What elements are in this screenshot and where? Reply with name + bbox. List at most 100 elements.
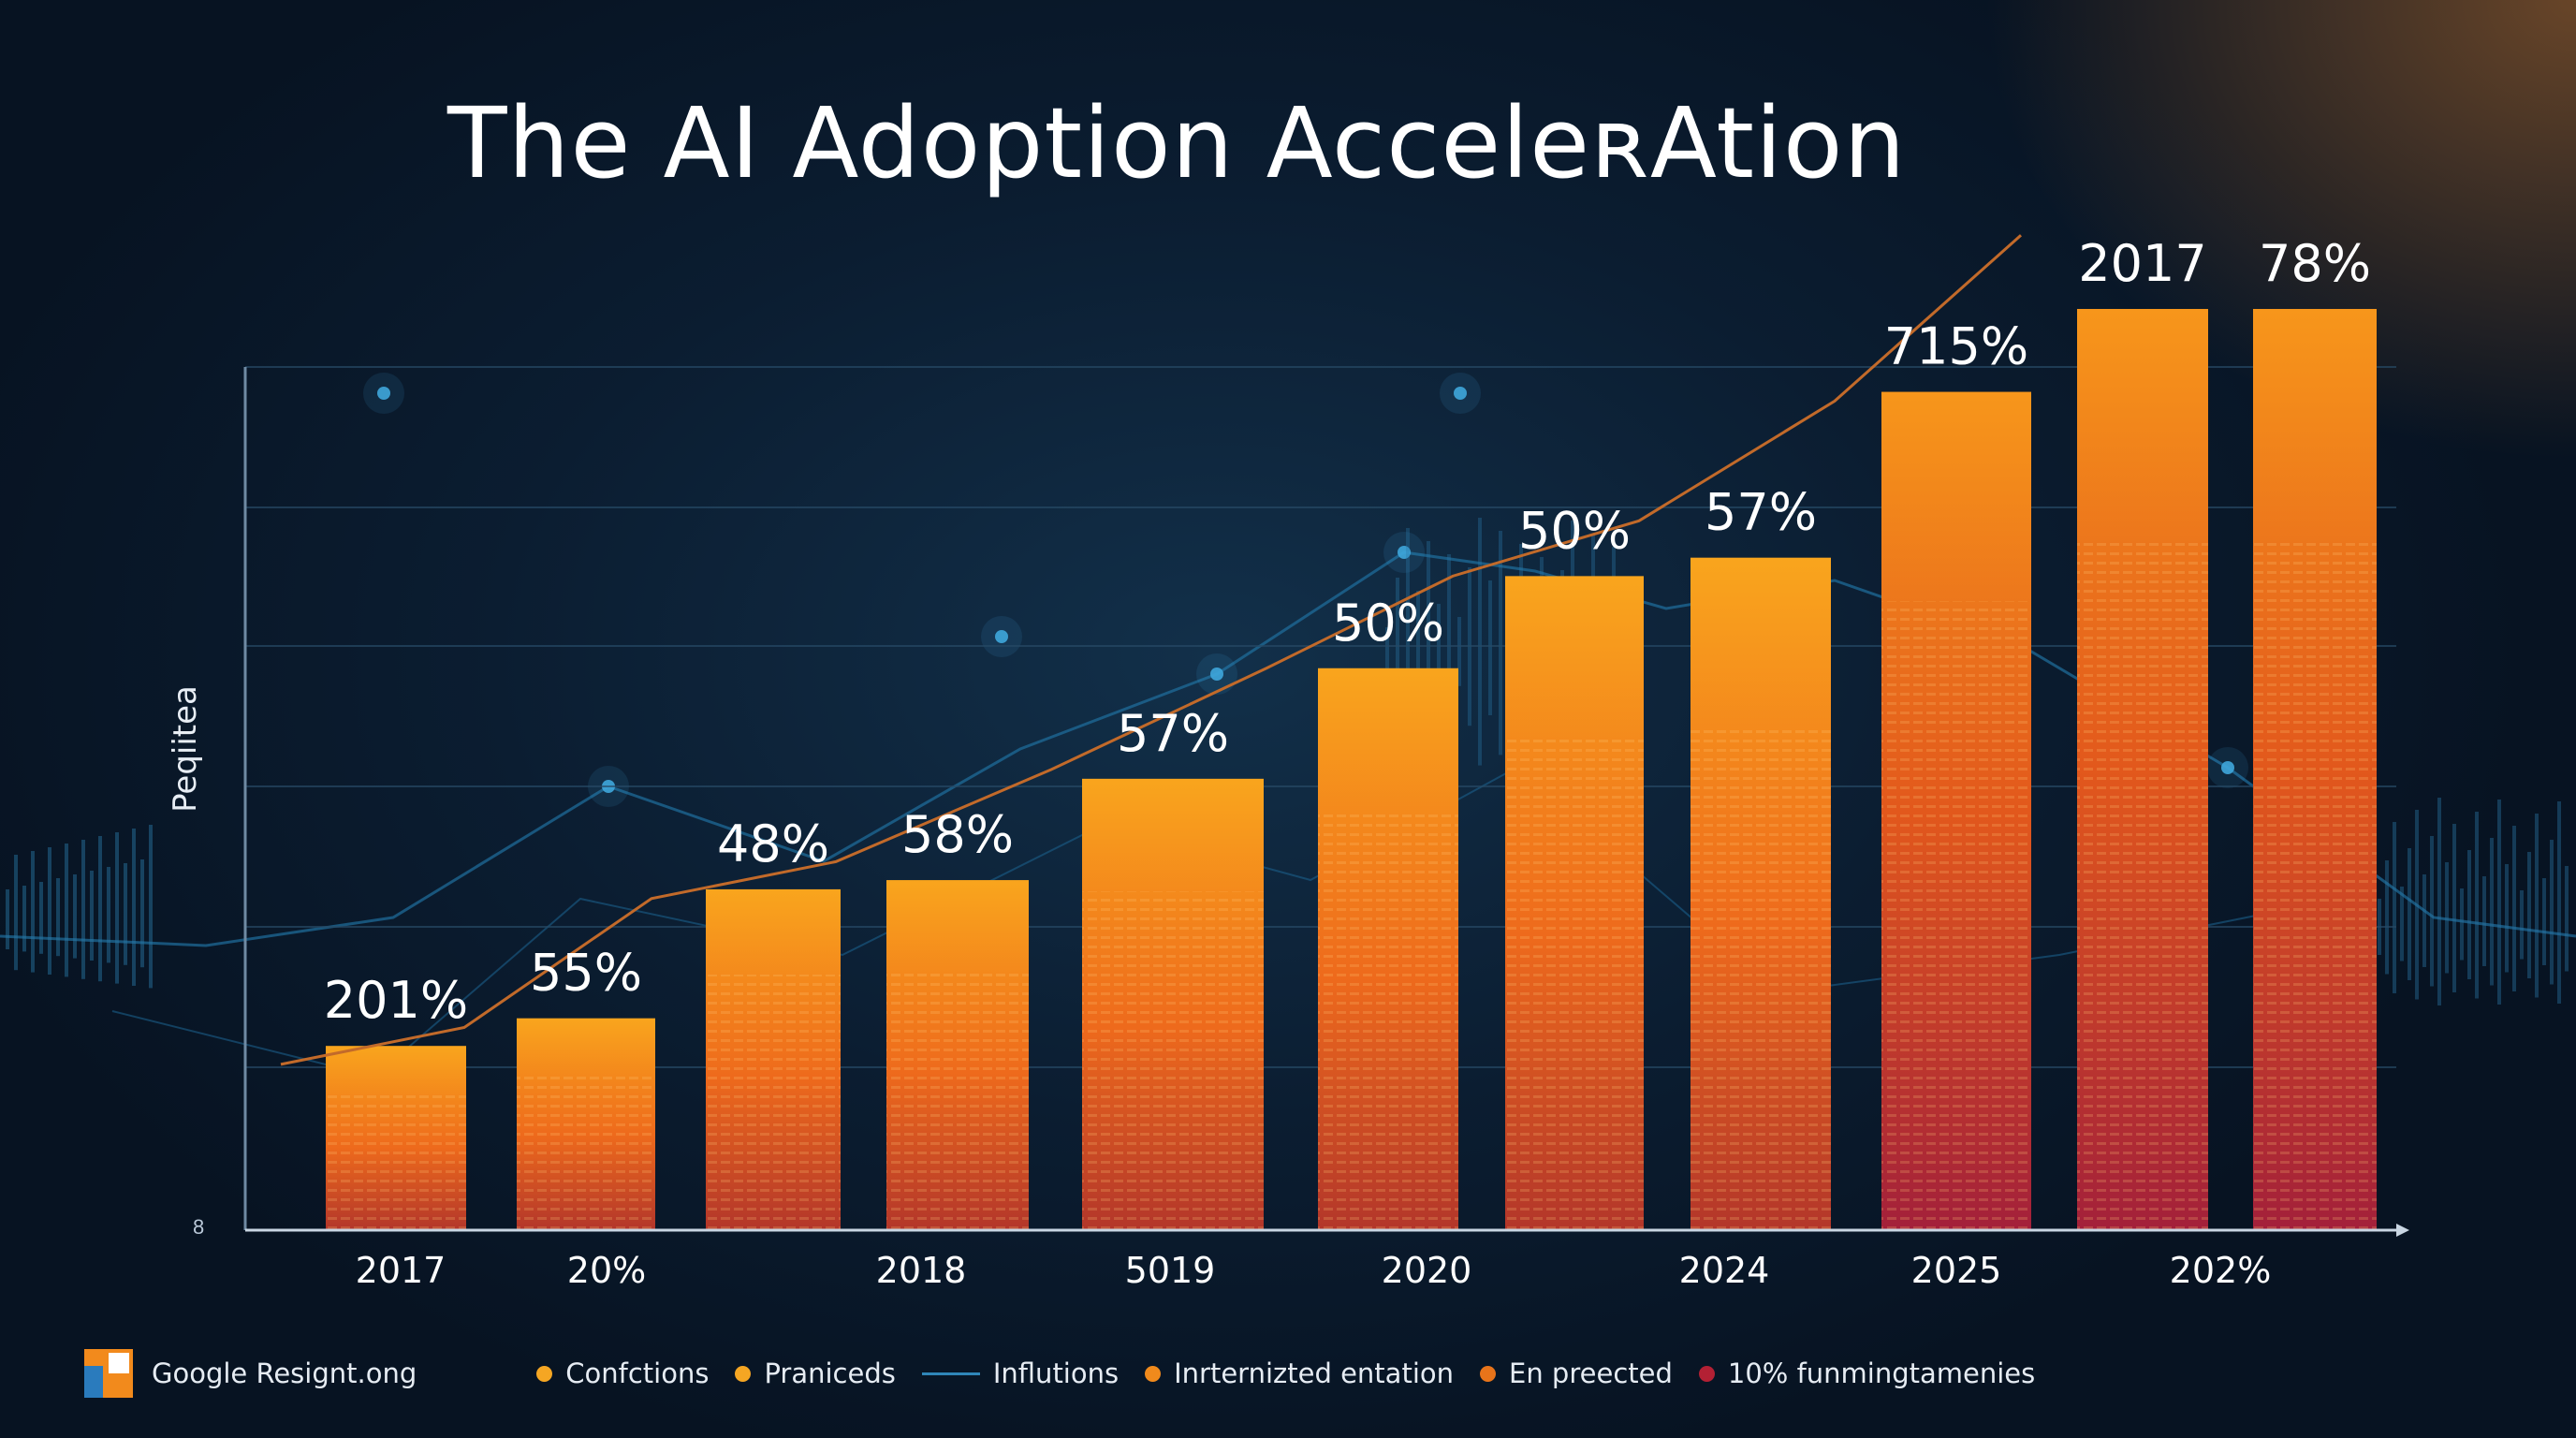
- sparkline-bar: [2482, 876, 2486, 966]
- legend-line-icon: [921, 1372, 980, 1375]
- value-label: 50%: [1332, 594, 1444, 653]
- value-label: 715%: [1884, 317, 2028, 376]
- legend-dot-icon: [1480, 1365, 1497, 1382]
- sparkline-bar: [2497, 800, 2501, 1005]
- sparkline-bar: [2520, 890, 2524, 960]
- sparkline-bar: [2452, 824, 2456, 992]
- bar-texture: [886, 967, 1029, 1230]
- trend-line: [280, 234, 2022, 1066]
- brand-label: Google Resignt.ong: [152, 1357, 417, 1389]
- sparkline-bar: [2490, 838, 2494, 986]
- value-label: 57%: [1705, 483, 1817, 542]
- sparkline-bar: [2557, 801, 2561, 1004]
- x-tick-label: 2024: [1679, 1250, 1770, 1291]
- legend-dot-icon: [735, 1365, 752, 1382]
- network-node: [2221, 761, 2234, 774]
- sparkline-bar: [98, 836, 102, 982]
- sparkline-bar: [1488, 580, 1492, 715]
- bar-texture: [1505, 740, 1644, 1230]
- sparkline-bar: [1406, 528, 1410, 757]
- x-tick-label: 2020: [1382, 1250, 1472, 1291]
- legend-item: Influtions: [921, 1357, 1119, 1389]
- value-label: 55%: [530, 944, 642, 1003]
- value-label: 50%: [1518, 501, 1631, 560]
- chart-title: The AI Adoption AcceleʀAtion: [447, 86, 1907, 200]
- legend-label: 10% funmingtamenies: [1727, 1357, 2036, 1389]
- sparkline-bar: [115, 832, 119, 984]
- network-node: [995, 630, 1008, 643]
- trend-polyline: [280, 234, 2022, 1066]
- sparkline-bar: [1427, 541, 1430, 747]
- network-glow: [1383, 532, 1425, 573]
- network-glow: [981, 616, 1022, 657]
- sparkline-bar: [2505, 864, 2509, 973]
- sparkline-bar: [107, 867, 110, 963]
- brand-logo-icon: [84, 1349, 133, 1398]
- legend-items: Confctions Praniceds Influtions Inrternizte…: [536, 1357, 2061, 1389]
- sparkline-bar: [56, 878, 60, 957]
- legend-item: 10% funmingtamenies: [1698, 1357, 2036, 1389]
- sparkline-bar: [2393, 822, 2396, 993]
- x-tick-label: 202%: [2170, 1250, 2272, 1291]
- bar-texture: [1082, 891, 1264, 1230]
- legend-dot-icon: [1145, 1365, 1162, 1382]
- sparkline-bar: [2385, 860, 2389, 975]
- x-tick-labels: 2017 20% 2018 5019 2020 2024 2025 202%: [356, 1250, 2272, 1291]
- bar-texture: [326, 1092, 466, 1230]
- sparkline-bar: [140, 859, 144, 968]
- sparkline-bar: [2408, 848, 2411, 980]
- sparkline-bar: [2512, 826, 2516, 991]
- network-glow: [1440, 373, 1481, 414]
- network-glow: [363, 373, 404, 414]
- legend-dot-icon: [1698, 1365, 1715, 1382]
- legend-label: Inrternizted entation: [1174, 1357, 1455, 1389]
- value-label: 201%: [324, 971, 468, 1030]
- origin-label: 8: [193, 1215, 205, 1239]
- legend-item: Confctions: [536, 1357, 709, 1389]
- network-node: [1398, 546, 1411, 559]
- sparkline-bar: [2437, 798, 2441, 1005]
- legend-label: En preected: [1509, 1357, 1673, 1389]
- sparkline-bar: [1457, 617, 1461, 686]
- sparkline-bar: [2460, 888, 2464, 961]
- value-label: 78%: [2259, 234, 2371, 293]
- value-label: 2017: [2078, 234, 2206, 293]
- sparkline-bar: [2527, 852, 2531, 978]
- sparkline-bar: [73, 874, 77, 959]
- legend-item: Inrternizted entation: [1145, 1357, 1454, 1389]
- legend-label: Confctions: [565, 1357, 710, 1389]
- network-node: [1454, 387, 1467, 400]
- legend-label: Praniceds: [764, 1357, 896, 1389]
- bar-texture: [1881, 601, 2031, 1230]
- sparkline-bar: [2475, 812, 2479, 999]
- sparkline-bar: [2550, 840, 2554, 985]
- value-label: 58%: [901, 805, 1014, 864]
- axes: [243, 367, 2409, 1237]
- value-labels: 201% 55% 48% 58% 57% 50% 50% 57% 715% 2017 78%: [324, 234, 2371, 1030]
- sparkline-bar: [2542, 878, 2546, 965]
- sparkline-bar: [149, 825, 153, 989]
- value-label: 48%: [717, 814, 829, 873]
- sparkline-bar: [31, 851, 35, 973]
- x-tick-label: 5019: [1125, 1250, 1216, 1291]
- sparkline-bar: [6, 889, 9, 949]
- sparkline-bar: [1396, 578, 1399, 718]
- network-node: [1210, 668, 1223, 681]
- brand: Google Resignt.ong: [84, 1349, 417, 1398]
- sparkline-bar: [1478, 518, 1482, 766]
- legend: Google Resignt.ong Confctions Praniceds In…: [84, 1345, 2061, 1401]
- sparkline-bar: [48, 847, 51, 975]
- sparkline-bar: [2467, 850, 2471, 979]
- network-glow: [2207, 747, 2248, 788]
- bar-texture: [706, 974, 841, 1230]
- sparkline-bar: [90, 871, 94, 961]
- sparkline-bar: [1499, 531, 1502, 756]
- sparkline-bar: [81, 840, 85, 979]
- bar-texture: [2077, 539, 2208, 1230]
- x-tick-label: 2025: [1911, 1250, 2002, 1291]
- sparkline-bar: [14, 855, 18, 971]
- sparkline-bar: [2422, 874, 2426, 967]
- sparkline-bar: [2400, 887, 2404, 961]
